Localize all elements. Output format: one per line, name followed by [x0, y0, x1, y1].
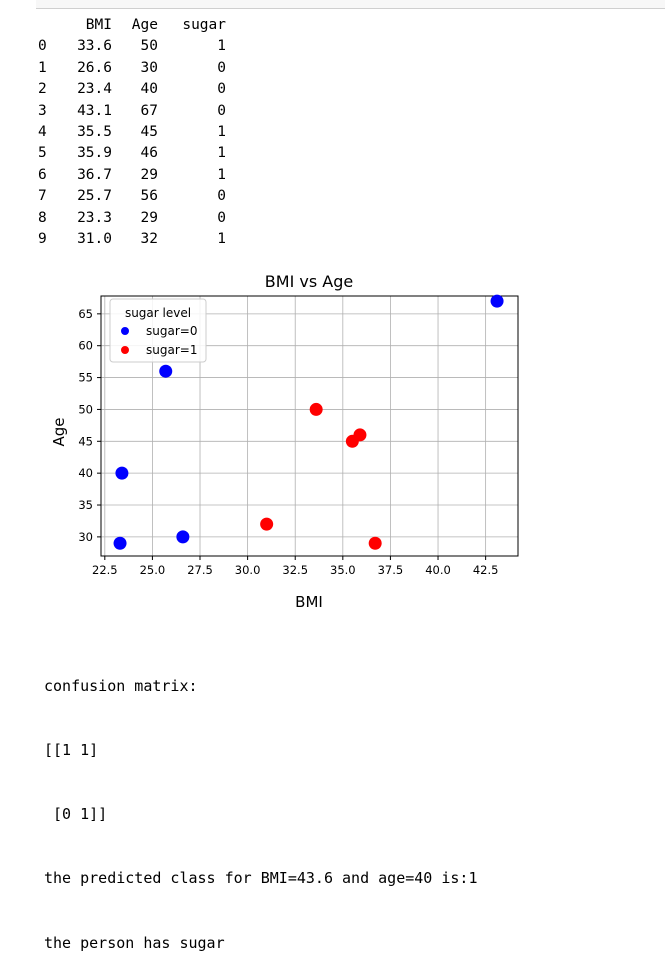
cell-bmi: 36.7: [77, 166, 112, 183]
y-tick-label: 30: [78, 530, 93, 544]
legend-marker-sugar-0: [121, 327, 129, 335]
data-point-sugar-1: [368, 536, 382, 550]
cell-age: 29: [140, 209, 158, 226]
data-point-sugar-0: [159, 364, 173, 378]
confusion-matrix-label: confusion matrix:: [44, 676, 198, 695]
legend: sugar level sugar=0 sugar=1: [109, 298, 207, 363]
cell-bmi: 43.1: [77, 102, 112, 119]
x-tick-label: 30.0: [235, 563, 261, 577]
legend-label-sugar-0: sugar=0: [146, 324, 197, 338]
data-point-sugar-0: [115, 466, 129, 480]
x-tick-label: 25.0: [140, 563, 166, 577]
data-point-sugar-1: [260, 517, 274, 531]
column-header-age: Age: [131, 17, 158, 33]
row-index: 1: [38, 59, 47, 76]
row-index: 9: [38, 230, 47, 247]
row-index: 6: [38, 166, 47, 183]
data-point-sugar-1: [309, 402, 323, 416]
previous-cell-border: [36, 0, 665, 9]
legend-box: [109, 298, 207, 363]
legend-title: sugar level: [125, 306, 191, 320]
row-index: 7: [38, 188, 47, 205]
cell-bmi: 35.5: [77, 123, 112, 140]
cell-text-output: confusion matrix: [[1 1] [0 1]] the pred…: [44, 633, 477, 975]
cell-sugar: 0: [217, 188, 226, 205]
cell-bmi: 35.9: [77, 145, 112, 162]
x-tick-label: 37.5: [378, 563, 404, 577]
row-index: 0: [38, 38, 47, 55]
cell-sugar: 1: [217, 38, 226, 55]
data-point-sugar-0: [176, 530, 190, 544]
x-tick-label: 27.5: [187, 563, 213, 577]
cell-bmi: 23.3: [77, 209, 112, 226]
y-tick-label: 55: [78, 371, 93, 385]
cell-bmi: 23.4: [77, 81, 112, 98]
data-point-sugar-0: [113, 536, 127, 550]
x-tick-label: 35.0: [330, 563, 356, 577]
cell-sugar: 0: [217, 81, 226, 98]
x-tick-label: 42.5: [473, 563, 499, 577]
y-tick-label: 45: [78, 434, 93, 448]
y-tick-label: 40: [78, 466, 93, 480]
cell-age: 56: [140, 188, 158, 205]
cell-bmi: 26.6: [77, 59, 112, 76]
plot-area-frame: [100, 295, 519, 557]
chart-title: BMI vs Age: [265, 272, 353, 291]
y-tick-label: 35: [78, 498, 93, 512]
row-index: 2: [38, 81, 47, 98]
row-index: 5: [38, 145, 47, 162]
x-tick-label: 32.5: [282, 563, 308, 577]
cell-age: 40: [140, 81, 158, 98]
result-line: the person has sugar: [44, 933, 225, 952]
confusion-matrix-row-2: [0 1]]: [44, 805, 108, 824]
cell-age: 50: [140, 38, 158, 55]
x-tick-label: 22.5: [92, 563, 118, 577]
cell-sugar: 1: [217, 123, 226, 140]
cell-sugar: 1: [217, 166, 226, 183]
data-point-sugar-0: [490, 294, 504, 308]
cell-age: 29: [140, 166, 158, 183]
y-tick-label: 50: [78, 402, 93, 416]
row-index: 8: [38, 209, 47, 226]
x-tick-label: 40.0: [425, 563, 451, 577]
cell-bmi: 33.6: [77, 38, 112, 55]
cell-age: 46: [140, 145, 158, 162]
cell-sugar: 0: [217, 102, 226, 119]
cell-age: 30: [140, 59, 158, 76]
cell-age: 32: [140, 230, 158, 247]
cell-age: 45: [140, 123, 158, 140]
cell-sugar: 0: [217, 59, 226, 76]
column-header-bmi: BMI: [85, 17, 112, 33]
cell-sugar: 1: [217, 230, 226, 247]
prediction-line: the predicted class for BMI=43.6 and age…: [44, 869, 478, 888]
cell-age: 67: [140, 102, 158, 119]
legend-label-sugar-1: sugar=1: [146, 343, 197, 357]
cell-bmi: 31.0: [77, 230, 112, 247]
cell-sugar: 0: [217, 209, 226, 226]
legend-marker-sugar-1: [121, 346, 129, 354]
chart-svg: BMI vs Age 22.5 25.0 27.5 30.0 32.5 35.0 37.5 4…: [50, 272, 519, 611]
x-axis-label: BMI: [295, 593, 323, 611]
row-index: 4: [38, 123, 47, 140]
data-point-sugar-1: [353, 428, 367, 442]
scatter-plot: BMI vs Age 22.5 25.0 27.5 30.0 32.5 35.0 37.5 4…: [40, 264, 540, 624]
row-index: 3: [38, 102, 47, 119]
column-header-sugar: sugar: [182, 17, 226, 33]
cell-sugar: 1: [217, 145, 226, 162]
y-axis-label: Age: [50, 417, 68, 446]
y-tick-label: 60: [78, 339, 93, 353]
confusion-matrix-row-1: [[1 1]: [44, 741, 99, 760]
y-tick-label: 65: [78, 307, 93, 321]
cell-bmi: 25.7: [77, 188, 112, 205]
